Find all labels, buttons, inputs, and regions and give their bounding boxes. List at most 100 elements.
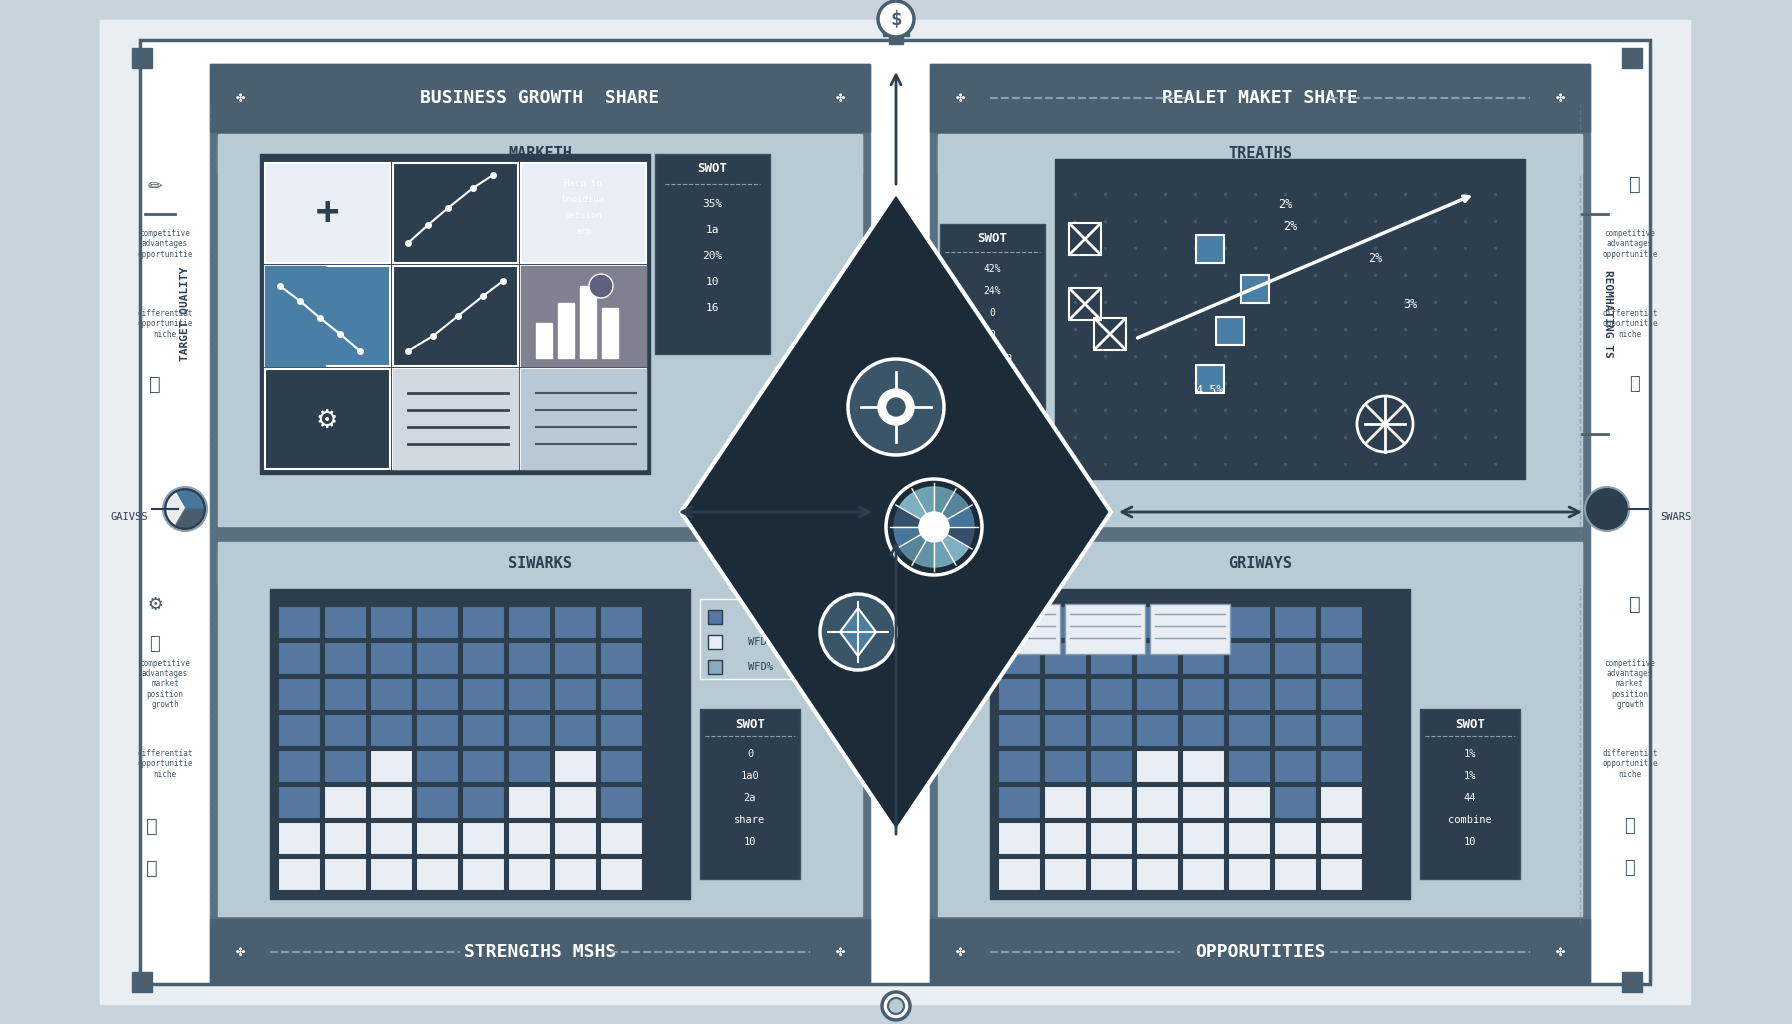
Circle shape (1357, 396, 1414, 452)
Polygon shape (176, 492, 202, 509)
Text: ✤: ✤ (1555, 944, 1564, 959)
Text: WFD0: WFD0 (747, 637, 772, 647)
Text: combine: combine (1448, 815, 1493, 825)
Bar (701, 599, 821, 679)
Bar (557, 303, 573, 358)
Bar (930, 919, 1590, 984)
Text: +: + (315, 194, 339, 232)
Bar (1321, 642, 1364, 675)
Bar (554, 750, 597, 783)
Bar (416, 750, 459, 783)
Bar (1419, 709, 1520, 879)
Bar (1622, 972, 1641, 992)
Polygon shape (840, 608, 876, 656)
Bar (998, 786, 1041, 819)
Text: 🔍: 🔍 (1629, 375, 1640, 393)
Text: ✏: ✏ (147, 172, 163, 196)
Bar (600, 858, 643, 891)
Text: Hacp to: Hacp to (564, 178, 602, 187)
Bar (554, 606, 597, 639)
Bar (1090, 750, 1133, 783)
Bar (369, 786, 412, 819)
Text: SWOT: SWOT (735, 718, 765, 730)
Bar (1045, 642, 1088, 675)
Bar (1228, 750, 1271, 783)
Text: 4I: 4I (986, 374, 998, 384)
Polygon shape (914, 487, 934, 527)
Text: 🔎: 🔎 (1629, 595, 1641, 613)
Bar (278, 750, 321, 783)
Bar (462, 750, 505, 783)
Polygon shape (894, 507, 934, 527)
Bar (889, 36, 903, 44)
Bar (998, 714, 1041, 746)
Bar (1228, 822, 1271, 855)
Bar (1622, 48, 1641, 68)
Bar (1321, 714, 1364, 746)
Bar (883, 24, 909, 36)
Bar (1045, 606, 1088, 639)
Bar (1136, 822, 1179, 855)
Bar (1093, 318, 1125, 350)
Bar (998, 678, 1041, 711)
Bar (1183, 822, 1226, 855)
Bar (507, 606, 550, 639)
Bar (265, 266, 391, 366)
Bar (265, 266, 324, 366)
Circle shape (885, 479, 982, 575)
Bar (937, 136, 1582, 526)
Bar (600, 786, 643, 819)
Text: GRIWAYS: GRIWAYS (1228, 555, 1292, 570)
Bar (1090, 786, 1133, 819)
Text: differentiat
opportunitie
niche: differentiat opportunitie niche (138, 750, 194, 779)
Bar (392, 369, 518, 469)
Text: 0: 0 (747, 749, 753, 759)
Bar (708, 610, 722, 624)
Bar (278, 678, 321, 711)
Bar (507, 642, 550, 675)
Bar (507, 822, 550, 855)
Circle shape (821, 594, 896, 670)
Bar (369, 822, 412, 855)
Bar (600, 750, 643, 783)
Bar (416, 606, 459, 639)
Polygon shape (934, 507, 975, 527)
Bar (416, 678, 459, 711)
Bar (1228, 786, 1271, 819)
Bar (133, 972, 152, 992)
Text: contain: contain (971, 352, 1012, 362)
Bar (1228, 714, 1271, 746)
Bar (600, 606, 643, 639)
Bar (1045, 858, 1088, 891)
Text: competitive
advantages
opportunitie: competitive advantages opportunitie (1602, 229, 1658, 259)
Polygon shape (934, 527, 969, 561)
Bar (416, 714, 459, 746)
Bar (554, 642, 597, 675)
Bar (392, 266, 518, 366)
Bar (416, 642, 459, 675)
Bar (708, 635, 722, 649)
Bar (392, 369, 518, 469)
Bar (536, 323, 552, 358)
Bar (521, 266, 645, 366)
Bar (462, 822, 505, 855)
Bar (210, 919, 869, 984)
Text: share: share (735, 815, 765, 825)
Text: competitive
advantages
market
position
growth: competitive advantages market position g… (1604, 658, 1656, 710)
Text: 42%: 42% (984, 264, 1000, 274)
Bar (100, 20, 1690, 1004)
Bar (1195, 234, 1224, 263)
Text: competitive
advantages
market
position
growth: competitive advantages market position g… (140, 658, 190, 710)
Text: ✤: ✤ (835, 90, 844, 105)
Circle shape (919, 512, 950, 542)
Bar (265, 369, 391, 469)
Bar (1183, 714, 1226, 746)
Bar (278, 822, 321, 855)
Bar (140, 40, 1650, 984)
Text: ⚙: ⚙ (149, 594, 161, 614)
Bar (278, 642, 321, 675)
Text: differentiat
opportunitie
niche: differentiat opportunitie niche (138, 309, 194, 339)
Bar (1274, 678, 1317, 711)
Polygon shape (900, 527, 934, 561)
Bar (324, 822, 367, 855)
